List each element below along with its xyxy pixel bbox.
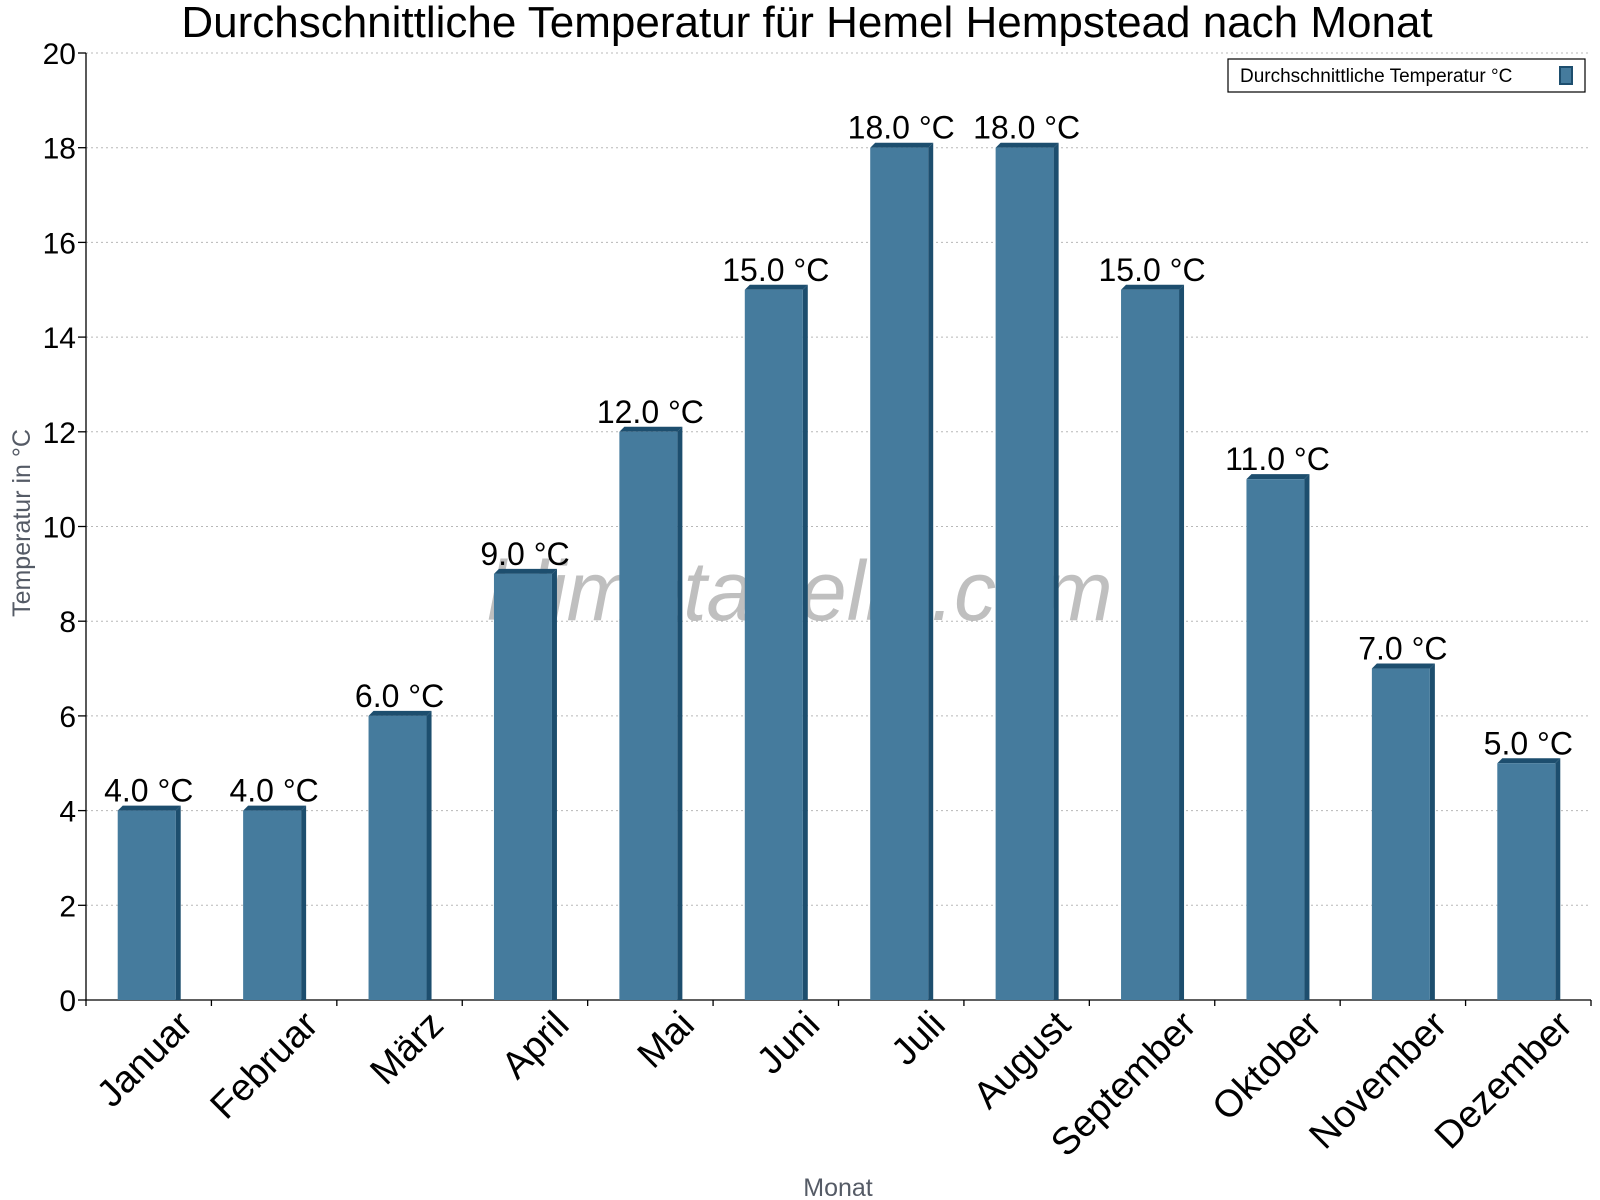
y-tick-label: 18: [43, 133, 76, 166]
bar-top: [1497, 758, 1561, 764]
bar-side: [928, 142, 934, 1000]
bar: [493, 568, 557, 1000]
bar-side: [802, 284, 808, 1000]
x-tick-label: Februar: [203, 1003, 327, 1127]
bar-top: [1371, 663, 1435, 669]
data-label: 7.0 °C: [1358, 631, 1447, 667]
data-label: 9.0 °C: [480, 536, 569, 572]
bar-face: [493, 573, 552, 1000]
bar-face: [368, 715, 427, 1000]
data-label: 15.0 °C: [1099, 252, 1206, 288]
bar-top: [493, 568, 557, 574]
legend-box: [1227, 58, 1586, 93]
x-axis-ticks: Januar Februar März April Mai Juni Juli AugustS…: [85, 1000, 1592, 1165]
bar-face: [1121, 289, 1180, 1000]
x-tick-label: Juni: [749, 1004, 828, 1083]
bar-side: [1179, 284, 1185, 1000]
bar: [1371, 663, 1435, 1000]
x-axis-title: Monat: [803, 1174, 873, 1200]
bar-top: [619, 426, 683, 432]
bar: [368, 710, 432, 1000]
bar: [995, 142, 1059, 1000]
data-label: 4.0 °C: [104, 773, 193, 809]
bar-side: [426, 710, 432, 1000]
bar-face: [1246, 479, 1305, 1000]
y-tick-label: 4: [59, 796, 76, 829]
bar: [619, 426, 683, 1000]
bar-face: [744, 289, 803, 1000]
y-tick-label: 10: [43, 512, 76, 545]
x-tick-label: August: [966, 1003, 1080, 1117]
bar-top: [995, 142, 1059, 148]
bar-side: [551, 568, 557, 1000]
y-tick-label: 20: [43, 38, 76, 71]
bars: [117, 142, 1561, 1000]
x-tick-label: Mai: [630, 1004, 703, 1077]
y-tick-label: 0: [59, 985, 76, 1018]
y-tick-label: 2: [59, 890, 76, 923]
bar-face: [870, 147, 929, 1000]
bar: [1121, 284, 1185, 1000]
bar: [870, 142, 934, 1000]
bar-top: [243, 805, 307, 811]
data-label: 18.0 °C: [848, 110, 955, 146]
bar-side: [1053, 142, 1059, 1000]
data-label: 4.0 °C: [229, 773, 318, 809]
y-tick-label: 6: [59, 701, 76, 734]
bar: [1497, 758, 1561, 1000]
bar-face: [619, 431, 678, 1000]
x-tick-label: Januar: [89, 1003, 201, 1115]
y-tick-label: 8: [59, 606, 76, 639]
bar-top: [1246, 474, 1310, 480]
legend-label: Durchschnittliche Temperatur °C: [1240, 66, 1512, 87]
data-label: 18.0 °C: [973, 110, 1080, 146]
y-axis-ticks: 0 2 4 6 8 10 12 14 16 18 20: [43, 38, 86, 1018]
bar-top: [870, 142, 934, 148]
x-tick-label: Juli: [884, 1004, 954, 1074]
bar-side: [175, 805, 181, 1000]
bar: [744, 284, 808, 1000]
bar-face: [117, 810, 176, 1000]
bar: [1246, 474, 1310, 1000]
data-label: 6.0 °C: [355, 678, 444, 714]
bar: [243, 805, 307, 1000]
data-label: 15.0 °C: [722, 252, 829, 288]
bar-top: [368, 710, 432, 716]
bar-side: [1429, 663, 1435, 1000]
data-label: 11.0 °C: [1225, 441, 1330, 477]
bar-face: [995, 147, 1054, 1000]
gridlines: [86, 52, 1591, 906]
chart-title: Durchschnittliche Temperatur für Hemel H…: [181, 0, 1432, 47]
bar-side: [301, 805, 307, 1000]
x-tick-label: Dezember: [1427, 1003, 1581, 1157]
x-tick-label: Oktober: [1205, 1003, 1331, 1129]
y-tick-label: 16: [43, 227, 76, 260]
bar-top: [744, 284, 808, 290]
y-axis-title: Temperatur in °C: [8, 429, 36, 617]
y-tick-label: 14: [43, 322, 76, 355]
bar-face: [1497, 763, 1556, 1000]
legend: Durchschnittliche Temperatur °C: [1227, 58, 1586, 93]
x-tick-label: April: [494, 1004, 577, 1087]
bar-side: [1304, 474, 1310, 1000]
bar-side: [1555, 758, 1561, 1000]
data-labels: 4.0 °C 4.0 °C 6.0 °C 9.0 °C 12.0 °C 15.0 °C 18…: [104, 110, 1573, 809]
bar-top: [117, 805, 181, 811]
bar-face: [1371, 668, 1430, 1000]
data-label: 5.0 °C: [1484, 725, 1573, 761]
bar-face: [243, 810, 302, 1000]
bar: [117, 805, 181, 1000]
legend-swatch: [1559, 66, 1573, 85]
x-tick-label: März: [362, 1004, 451, 1093]
bar-top: [1121, 284, 1185, 290]
y-tick-label: 12: [43, 417, 76, 450]
bar-side: [677, 426, 683, 1000]
data-label: 12.0 °C: [597, 394, 704, 430]
